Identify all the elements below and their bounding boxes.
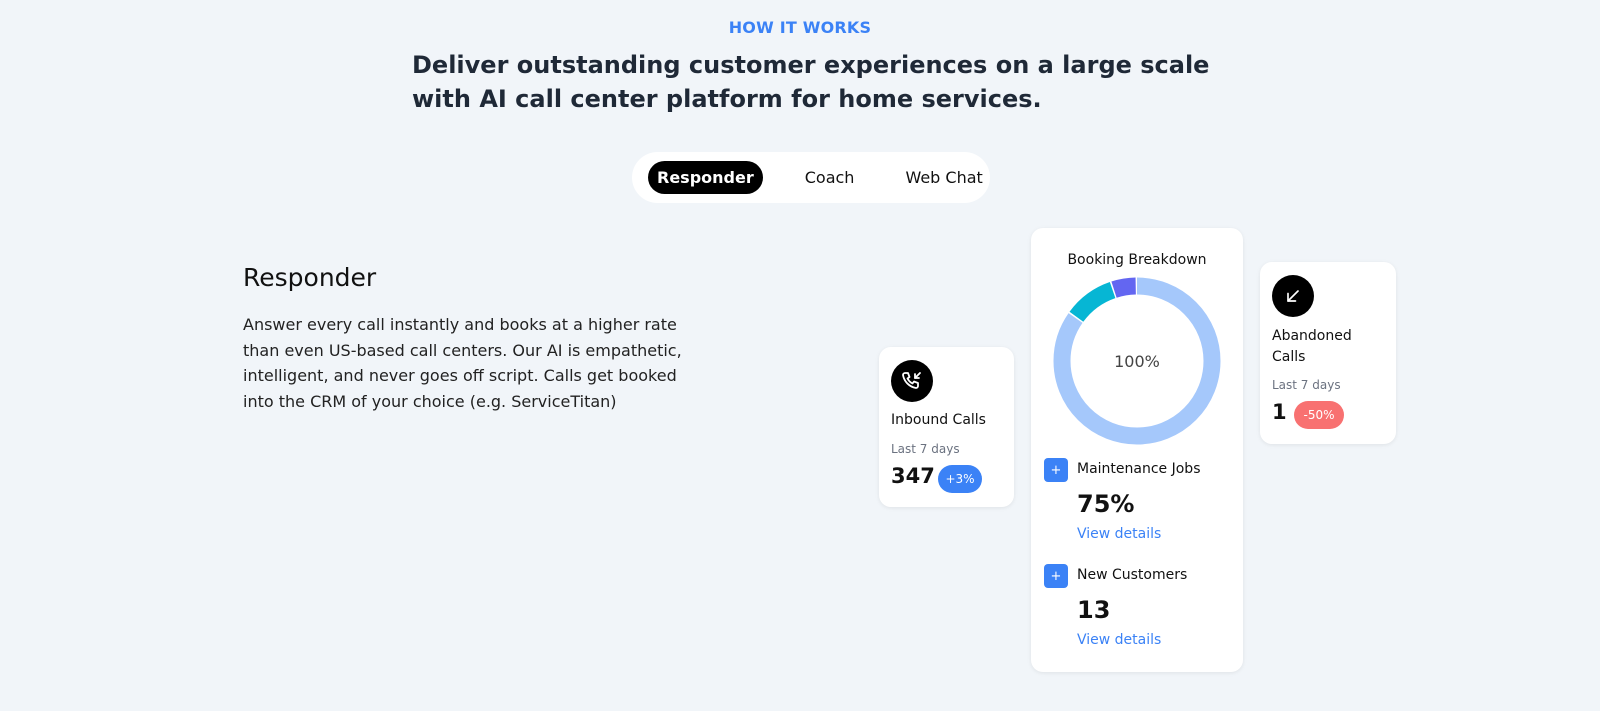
maintenance-jobs-label: Maintenance Jobs (1077, 461, 1201, 477)
maintenance-jobs-value: 75% (1077, 490, 1135, 518)
page-headline: Deliver outstanding customer experiences… (412, 51, 1210, 113)
new-customers-label: New Customers (1077, 567, 1188, 583)
section-title: Responder (243, 263, 377, 292)
plus-icon[interactable]: + (1044, 458, 1068, 482)
donut-center-label: 100% (1114, 351, 1160, 371)
booking-breakdown-title: Booking Breakdown (1067, 252, 1207, 268)
abandoned-calls-card: Abandoned Calls Last 7 days 1 -50% (1260, 262, 1396, 444)
abandoned-calls-period: Last 7 days (1272, 378, 1341, 392)
inbound-calls-badge: +3% (938, 465, 982, 493)
maintenance-jobs-view-details-link[interactable]: View details (1077, 526, 1162, 542)
inbound-calls-label: Inbound Calls (891, 412, 986, 428)
abandoned-calls-badge: -50% (1294, 401, 1344, 429)
new-customers-view-details-link[interactable]: View details (1077, 632, 1162, 648)
how-it-works-eyebrow: HOW IT WORKS (728, 18, 872, 37)
section-description: Answer every call instantly and books at… (243, 315, 682, 411)
arrow-down-left-icon (1272, 275, 1314, 317)
booking-breakdown-card: Booking Breakdown 100% + Maintenance Job… (1031, 228, 1243, 672)
inbound-calls-period: Last 7 days (891, 442, 960, 456)
abandoned-calls-label-line1: Abandoned (1272, 328, 1352, 344)
donut-segment-0 (1053, 277, 1221, 445)
inbound-calls-card: Inbound Calls Last 7 days 347 +3% (879, 347, 1014, 507)
incoming-call-icon (891, 360, 933, 402)
tab-coach[interactable]: Coach (804, 168, 855, 187)
tab-responder[interactable]: Responder (648, 161, 763, 194)
booking-donut-chart (1053, 277, 1221, 445)
inbound-calls-value: 347 (891, 464, 935, 488)
plus-icon[interactable]: + (1044, 564, 1068, 588)
tab-web-chat[interactable]: Web Chat (905, 168, 983, 187)
abandoned-calls-label-line2: Calls (1272, 349, 1306, 365)
product-tabs: Responder Coach Web Chat (632, 152, 990, 203)
new-customers-value: 13 (1077, 596, 1111, 624)
abandoned-calls-value: 1 (1272, 400, 1287, 424)
